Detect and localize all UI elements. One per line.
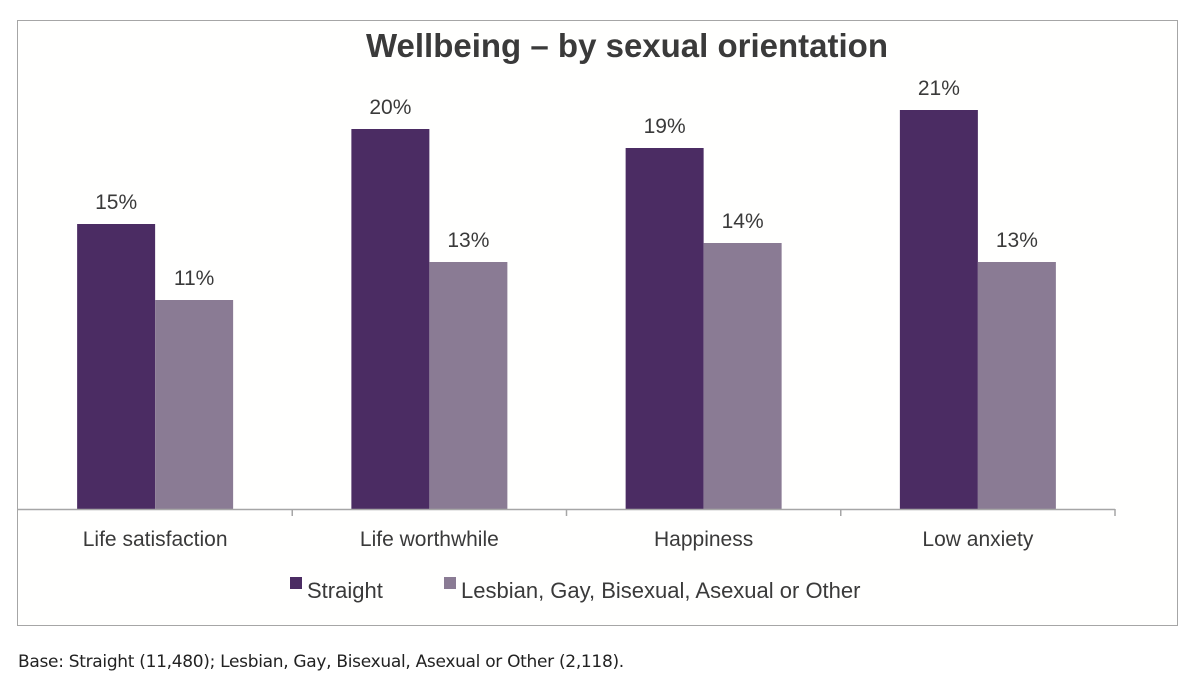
bar-straight-low-anxiety [899, 110, 978, 509]
data-label: 15% [95, 191, 137, 214]
data-label: 13% [996, 229, 1038, 252]
bar-lgbao-happiness [703, 243, 782, 509]
data-label: 11% [174, 267, 214, 290]
category-label: Life worthwhile [360, 528, 499, 551]
bar-lgbao-life-satisfaction [155, 300, 234, 509]
legend-label: Lesbian, Gay, Bisexual, Asexual or Other [461, 578, 860, 603]
category-label: Life satisfaction [83, 528, 228, 551]
category-label: Low anxiety [922, 528, 1033, 551]
bar-straight-life-satisfaction [77, 224, 156, 509]
data-label: 21% [918, 77, 960, 100]
data-label: 19% [644, 115, 686, 138]
legend-swatch [290, 577, 302, 589]
data-labels-layer: 15% 11% 20% 13% 19% 14% 21% 13% [95, 77, 1038, 290]
bar-straight-life-worthwhile [351, 129, 430, 509]
legend-swatch [444, 577, 456, 589]
base-footnote: Base: Straight (11,480); Lesbian, Gay, B… [18, 652, 624, 672]
data-label: 13% [447, 229, 489, 252]
x-axis: Life satisfaction Life worthwhile Happines… [18, 508, 1116, 551]
bar-lgbao-life-worthwhile [429, 262, 508, 509]
data-label: 14% [722, 210, 764, 233]
legend: Straight Lesbian, Gay, Bisexual, Asexual … [290, 577, 860, 603]
bar-straight-happiness [625, 148, 704, 509]
bar-lgbao-low-anxiety [977, 262, 1056, 509]
chart-title: Wellbeing – by sexual orientation [366, 27, 888, 64]
legend-label: Straight [307, 578, 383, 603]
data-label: 20% [369, 96, 411, 119]
category-label: Happiness [654, 528, 753, 551]
bars-layer [77, 110, 1056, 509]
